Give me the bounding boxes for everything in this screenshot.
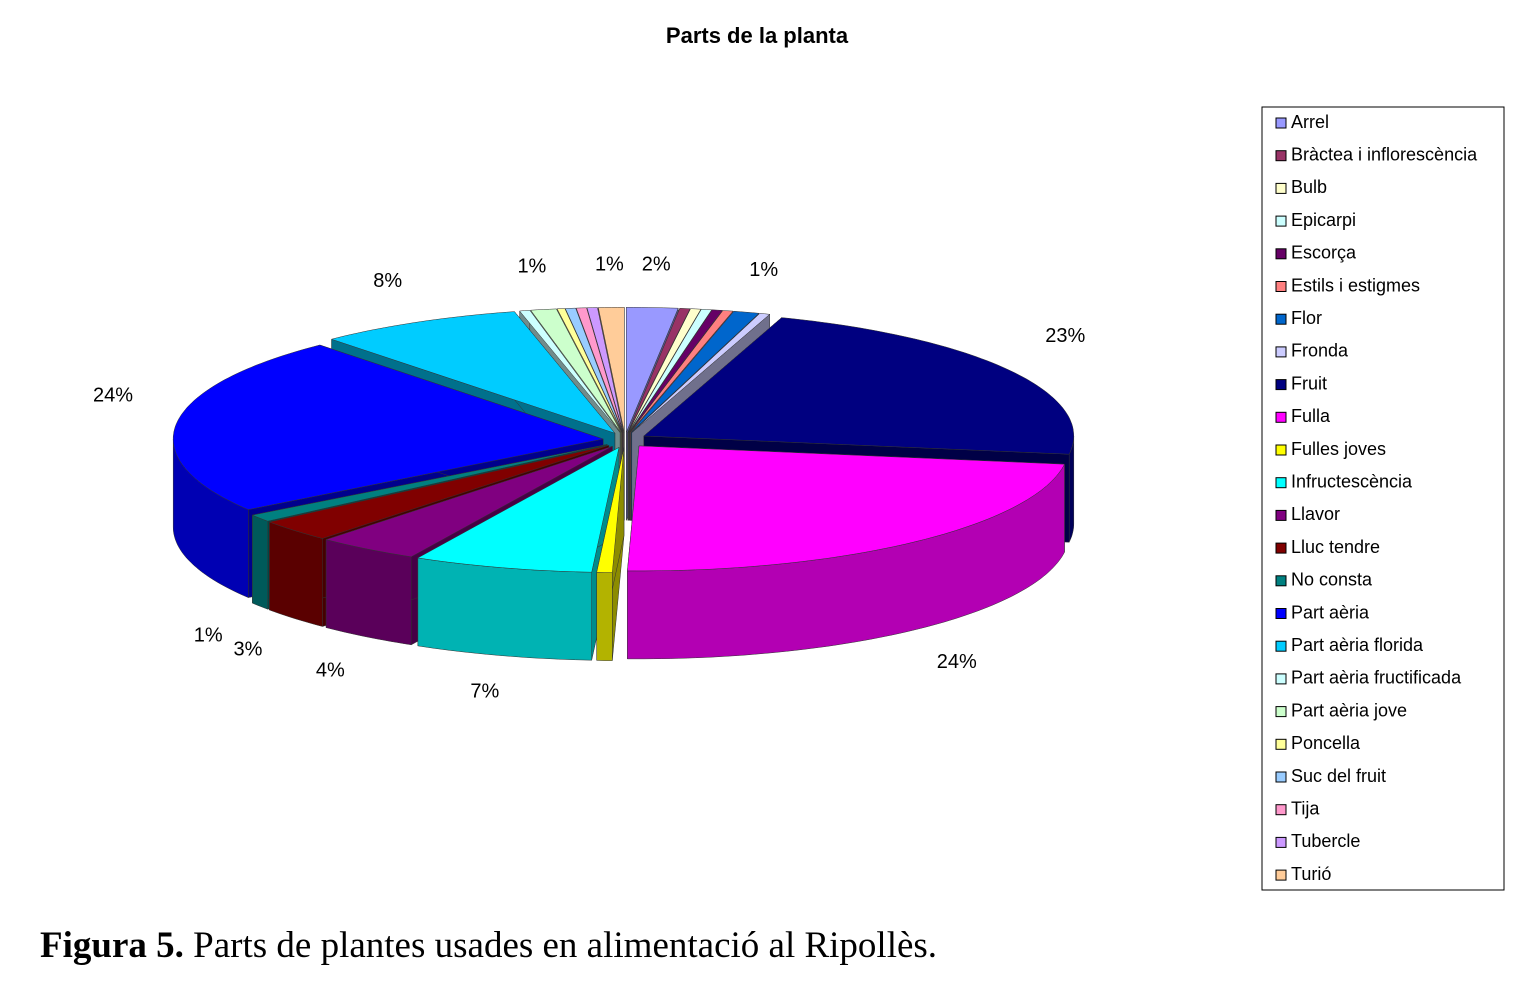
caption: Figura 5. Parts de plantes usades en ali… — [40, 924, 937, 967]
data-label: 1% — [749, 259, 778, 281]
legend-label: Epicarpi — [1291, 210, 1356, 230]
legend-label: Bràctea i inflorescència — [1291, 144, 1478, 164]
data-label: 1% — [517, 256, 546, 278]
slice-top — [331, 311, 616, 434]
chart: Parts de la planta Arrel Bràctea i inflor… — [93, 23, 1505, 891]
data-label: 7% — [470, 681, 499, 703]
slice-top — [269, 445, 610, 539]
slice-top — [596, 447, 625, 573]
legend-label: Poncella — [1291, 733, 1361, 753]
legend-swatch — [1275, 215, 1287, 227]
legend-swatch — [1275, 869, 1287, 881]
slice-top — [252, 444, 608, 522]
legend-label: Tija — [1291, 798, 1320, 818]
legend-swatch — [1275, 248, 1287, 260]
legend-swatch — [1275, 117, 1287, 129]
legend-swatch — [1275, 542, 1287, 554]
legend-label: Tubercle — [1291, 831, 1360, 851]
slice-top — [172, 344, 604, 510]
slice-top — [628, 308, 712, 433]
legend-swatch — [1275, 509, 1287, 521]
slice — [627, 445, 1065, 660]
slice — [596, 447, 625, 661]
slice-side — [269, 521, 323, 627]
legend-label: Suc del fruit — [1291, 766, 1386, 786]
legend-swatch — [1275, 771, 1287, 783]
legend-label: Llavor — [1291, 504, 1340, 524]
legend-swatch — [1275, 313, 1287, 325]
slice-side — [596, 572, 613, 661]
slice-top — [598, 307, 625, 433]
legend-label: Estils i estigmes — [1291, 275, 1420, 295]
data-label: 2% — [642, 254, 671, 276]
slice-top — [565, 307, 623, 433]
legend-label: Fruit — [1291, 373, 1327, 393]
legend-label: Fronda — [1291, 341, 1349, 361]
legend-swatch — [1275, 608, 1287, 619]
slice-top — [629, 310, 734, 433]
legend-swatch — [1275, 738, 1287, 750]
legend-label: Part aèria jove — [1291, 700, 1407, 720]
data-label: 4% — [316, 659, 345, 681]
slice-top — [630, 310, 760, 433]
data-label: 1% — [595, 253, 624, 275]
slice-side — [417, 557, 592, 661]
slice-top — [628, 308, 702, 433]
slice-top — [325, 446, 613, 558]
slice-side — [252, 514, 268, 610]
legend-swatch — [1275, 182, 1287, 194]
legend-swatch — [1275, 477, 1287, 489]
slice-top — [575, 307, 624, 433]
slice-top — [627, 445, 1065, 572]
legend-label: Part aèria — [1291, 602, 1370, 622]
legend-label: Escorça — [1291, 243, 1357, 263]
legend-label: Bulb — [1291, 177, 1327, 197]
legend-label: Infructescència — [1291, 471, 1413, 491]
caption-text: Parts de plantes usades en alimentació a… — [193, 925, 938, 966]
legend-swatch — [1275, 575, 1287, 587]
slice-top — [586, 307, 624, 433]
slice-side — [325, 539, 412, 646]
data-label: 24% — [93, 385, 133, 407]
data-label: 1% — [194, 625, 223, 647]
legend-swatch — [1275, 804, 1287, 816]
legend-label: Part aèria fructificada — [1291, 668, 1462, 688]
legend-swatch — [1275, 706, 1287, 718]
slice-top — [417, 447, 620, 573]
legend-swatch — [1275, 444, 1287, 456]
chart-title: Parts de la planta — [666, 23, 849, 48]
slice-top — [627, 308, 691, 433]
legend-label: No consta — [1291, 570, 1373, 590]
data-label: 23% — [1045, 325, 1085, 347]
slice-top — [556, 308, 623, 433]
slice-top — [530, 308, 622, 433]
legend-label: Lluc tendre — [1291, 537, 1380, 557]
slice-top — [519, 310, 621, 433]
data-label: 24% — [937, 651, 977, 673]
legend-swatch — [1275, 836, 1287, 848]
slice-top — [643, 317, 1075, 455]
caption-label: Figura 5. — [40, 925, 184, 966]
legend-label: Flor — [1291, 308, 1322, 328]
legend-label: Fulla — [1291, 406, 1331, 426]
legend-swatch — [1275, 281, 1287, 292]
legend-swatch — [1275, 673, 1287, 685]
slice-top — [629, 309, 723, 433]
legend-box — [1261, 106, 1505, 891]
legend-swatch — [1275, 379, 1287, 391]
legend-label: Arrel — [1291, 112, 1329, 132]
data-label: 3% — [233, 639, 262, 661]
legend-label: Part aèria florida — [1291, 635, 1424, 655]
legend-swatch — [1275, 346, 1287, 358]
slice-top — [626, 307, 679, 433]
legend-label: Fulles joves — [1291, 439, 1386, 459]
legend-label: Turió — [1291, 864, 1331, 884]
data-label: 8% — [373, 270, 402, 292]
legend-swatch — [1275, 150, 1287, 162]
slice-top — [631, 313, 770, 433]
legend-swatch — [1275, 640, 1287, 652]
legend-swatch — [1275, 411, 1287, 423]
